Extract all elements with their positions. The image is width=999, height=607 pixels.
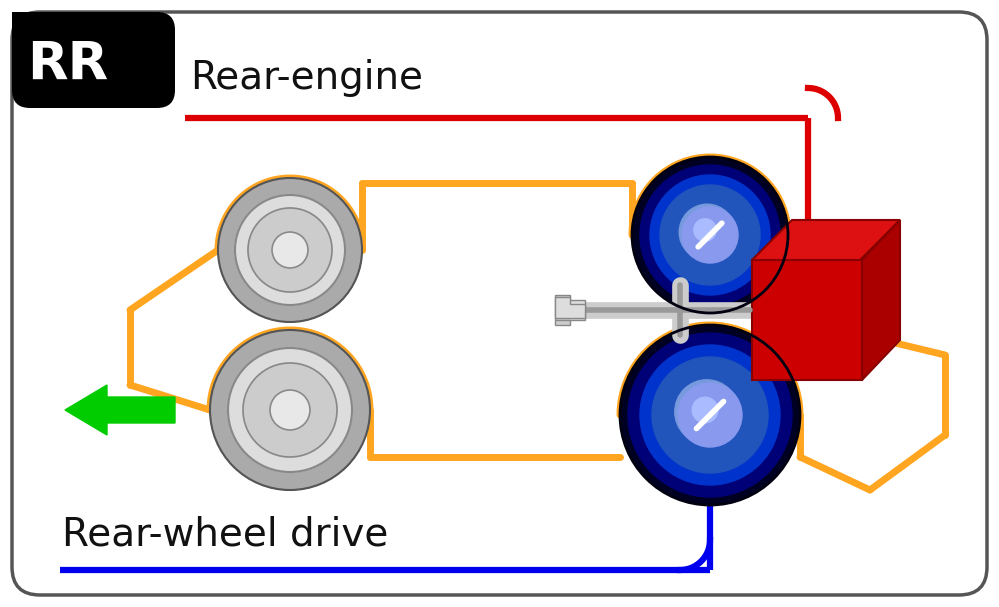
Polygon shape [862, 220, 900, 380]
Circle shape [678, 383, 742, 447]
Circle shape [243, 363, 337, 457]
FancyBboxPatch shape [12, 12, 175, 108]
Circle shape [682, 207, 738, 263]
FancyArrow shape [65, 385, 175, 435]
Circle shape [650, 175, 770, 295]
Circle shape [679, 204, 735, 260]
Bar [752, 260, 862, 380]
Circle shape [228, 348, 352, 472]
Circle shape [640, 345, 780, 485]
Circle shape [632, 157, 788, 313]
Circle shape [270, 390, 310, 430]
Circle shape [693, 219, 716, 241]
Circle shape [640, 165, 780, 305]
Polygon shape [752, 220, 900, 260]
Circle shape [628, 333, 792, 497]
Circle shape [248, 208, 332, 292]
Circle shape [218, 178, 362, 322]
Circle shape [652, 357, 768, 473]
Circle shape [674, 380, 739, 444]
Polygon shape [555, 297, 585, 318]
Circle shape [620, 325, 800, 505]
Bar [12, 12, 102, 67]
Bar [555, 295, 570, 300]
Circle shape [210, 330, 370, 490]
Bar [555, 320, 570, 325]
Text: Rear-engine: Rear-engine [190, 59, 423, 97]
FancyBboxPatch shape [12, 12, 987, 595]
Bar [555, 300, 585, 320]
Circle shape [235, 195, 345, 305]
Circle shape [660, 185, 760, 285]
Circle shape [692, 397, 718, 423]
Text: RR: RR [27, 39, 109, 91]
Text: Rear-wheel drive: Rear-wheel drive [62, 516, 389, 554]
Circle shape [272, 232, 308, 268]
